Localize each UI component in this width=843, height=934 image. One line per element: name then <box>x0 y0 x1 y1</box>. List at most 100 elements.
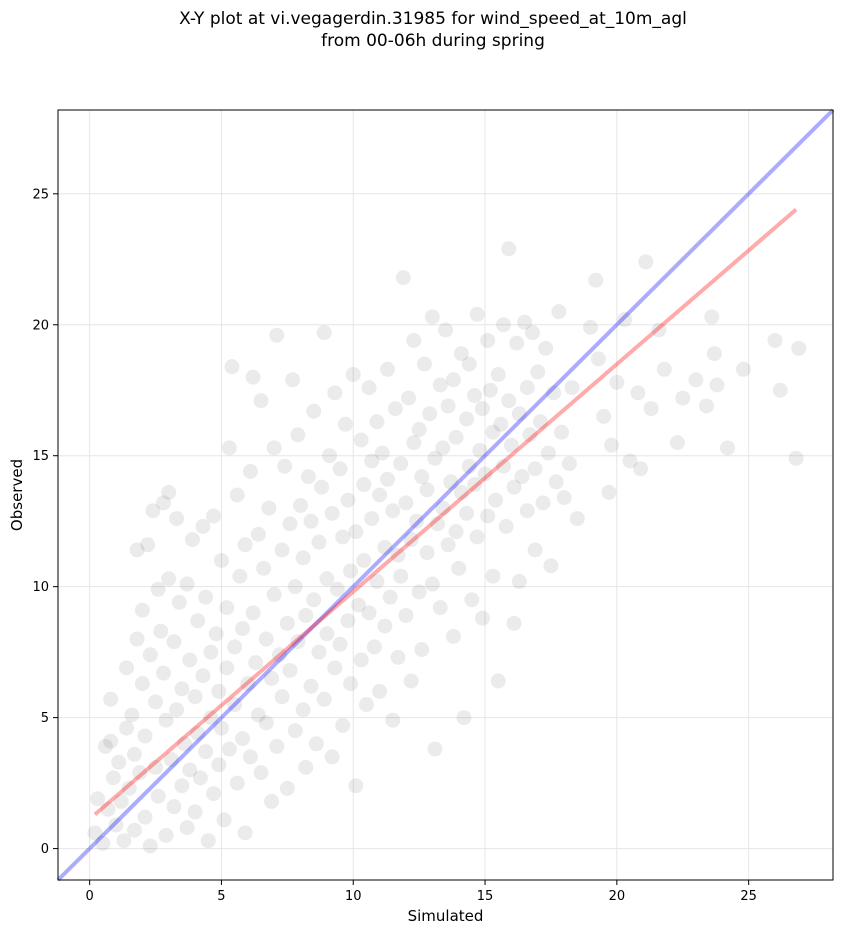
data-point <box>669 435 685 451</box>
data-point <box>735 361 751 377</box>
data-point <box>403 673 419 689</box>
data-point <box>651 322 667 338</box>
fit-line <box>93 208 798 817</box>
data-point <box>100 801 116 817</box>
data-point <box>264 793 280 809</box>
data-point <box>211 757 227 773</box>
data-point <box>532 414 548 430</box>
data-point <box>179 576 195 592</box>
data-point <box>282 662 298 678</box>
y-tick-label: 5 <box>41 711 49 726</box>
data-point <box>303 678 319 694</box>
data-point <box>548 474 564 490</box>
data-point <box>261 500 277 516</box>
data-point <box>553 424 569 440</box>
data-point <box>87 825 103 841</box>
data-point <box>335 529 351 545</box>
y-axis-label: Observed <box>8 459 26 531</box>
data-point <box>203 644 219 660</box>
data-point <box>300 469 316 485</box>
data-point <box>148 694 164 710</box>
data-point <box>119 660 135 676</box>
data-point <box>385 712 401 728</box>
data-point <box>269 738 285 754</box>
data-point <box>432 600 448 616</box>
data-point <box>253 393 269 409</box>
chart-title-line-2: from 00-06h during spring <box>321 31 545 51</box>
data-point <box>488 492 504 508</box>
data-point <box>498 518 514 534</box>
data-point <box>182 762 198 778</box>
data-point <box>401 390 417 406</box>
data-point <box>380 361 396 377</box>
data-point <box>163 752 179 768</box>
chart-title-line-1: X-Y plot at vi.vegagerdin.31985 for wind… <box>179 9 687 29</box>
data-point <box>461 458 477 474</box>
data-point <box>385 503 401 519</box>
data-point <box>353 652 369 668</box>
data-point <box>308 736 324 752</box>
data-point <box>150 788 166 804</box>
data-point <box>256 560 272 576</box>
data-point <box>337 416 353 432</box>
data-point <box>155 495 171 511</box>
data-point <box>258 631 274 647</box>
data-point <box>501 393 517 409</box>
data-point <box>250 707 266 723</box>
data-point <box>290 634 306 650</box>
data-point <box>343 563 359 579</box>
data-point <box>522 427 538 443</box>
data-point <box>285 372 301 388</box>
data-point <box>179 820 195 836</box>
data-point <box>134 602 150 618</box>
data-point <box>187 804 203 820</box>
data-point <box>221 440 237 456</box>
data-point <box>519 503 535 519</box>
data-point <box>688 372 704 388</box>
chart-title: X-Y plot at vi.vegagerdin.31985 for wind… <box>0 8 843 52</box>
data-point <box>208 626 224 642</box>
data-point <box>474 401 490 417</box>
data-point <box>277 458 293 474</box>
data-point <box>245 605 261 621</box>
data-point <box>569 511 585 527</box>
data-point <box>242 463 258 479</box>
data-point <box>248 655 264 671</box>
data-point <box>561 456 577 472</box>
data-point <box>121 780 137 796</box>
data-point <box>142 647 158 663</box>
data-point <box>482 382 498 398</box>
data-point <box>424 309 440 325</box>
data-point <box>445 372 461 388</box>
data-point <box>430 516 446 532</box>
data-point <box>174 681 190 697</box>
data-point <box>266 587 282 603</box>
data-point <box>495 317 511 333</box>
data-point <box>403 532 419 548</box>
data-point <box>469 306 485 322</box>
data-point <box>221 741 237 757</box>
data-point <box>279 780 295 796</box>
data-point <box>422 406 438 422</box>
data-point <box>129 631 145 647</box>
data-point <box>493 416 509 432</box>
data-point <box>353 432 369 448</box>
data-point <box>506 615 522 631</box>
data-point <box>698 398 714 414</box>
data-point <box>511 406 527 422</box>
data-point <box>224 359 240 375</box>
data-point <box>461 356 477 372</box>
x-axis-label: Simulated <box>408 907 484 925</box>
data-point <box>348 524 364 540</box>
data-point <box>459 411 475 427</box>
data-point <box>445 628 461 644</box>
data-point <box>287 579 303 595</box>
grid-lines <box>58 110 833 880</box>
data-point <box>448 429 464 445</box>
data-point <box>466 387 482 403</box>
data-point <box>306 403 322 419</box>
data-point <box>264 670 280 686</box>
data-point <box>274 689 290 705</box>
data-point <box>556 490 572 506</box>
data-point <box>95 835 111 851</box>
